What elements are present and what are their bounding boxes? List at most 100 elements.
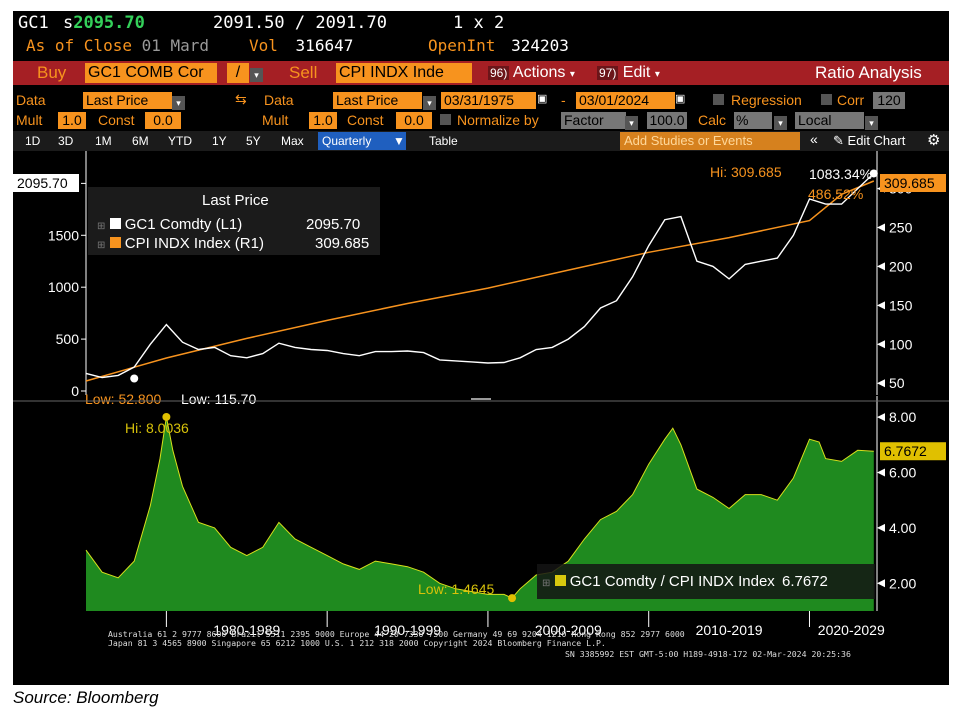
footer-line-3: SN 3385992 EST GMT-5:00 H189-4918-172 02… <box>565 649 851 659</box>
ratio-last-tag <box>880 442 946 461</box>
table-button[interactable]: Table <box>429 134 458 148</box>
const1-input[interactable]: 0.0 <box>145 112 181 129</box>
period-1m[interactable]: 1M <box>95 134 112 148</box>
period-1y[interactable]: 1Y <box>212 134 227 148</box>
vol-label: Vol <box>249 36 278 55</box>
x-tick-label: 1990-1999 <box>374 622 441 638</box>
period-6m[interactable]: 6M <box>132 134 149 148</box>
ratio-swatch <box>554 575 566 586</box>
local-select[interactable]: Local <box>795 112 864 129</box>
footer-line-2: Japan 81 3 4565 8900 Singapore 65 6212 1… <box>108 638 606 648</box>
data1-select[interactable]: Last Price <box>83 92 172 109</box>
corr-checkbox[interactable] <box>821 94 832 105</box>
right-tick-marker <box>877 379 885 388</box>
end-calendar-icon[interactable]: ▣ <box>675 93 686 105</box>
last-price: 2095.70 <box>73 13 145 33</box>
period-5y[interactable]: 5Y <box>246 134 261 148</box>
edit-chart-button[interactable]: ✎ Edit Chart <box>833 133 905 149</box>
legend-cpi-value: 309.685 <box>315 235 370 252</box>
edit-menu[interactable]: 97) Edit ▾ <box>597 64 660 82</box>
frequency-select[interactable] <box>318 132 406 150</box>
factor-input[interactable]: 100.0 <box>647 112 687 129</box>
right-tick-label: 150 <box>889 297 913 313</box>
footer-line-1: Australia 61 2 9777 8600 Brazil 5511 239… <box>108 629 685 639</box>
mult2-input[interactable]: 1.0 <box>309 112 337 129</box>
ratio-series-line <box>85 416 874 599</box>
regression-checkbox[interactable] <box>713 94 724 105</box>
collapse-icon[interactable]: « <box>810 131 818 147</box>
mult1-input[interactable]: 1.0 <box>58 112 86 129</box>
ratio-tick-marker <box>877 579 885 588</box>
right-tick-label: 50 <box>889 375 905 391</box>
calc-select[interactable]: % <box>734 112 772 129</box>
legend-ratio-name: GC1 Comdty / CPI INDX Index <box>569 573 775 590</box>
local-dropdown-icon[interactable]: ▾ <box>865 113 878 131</box>
right-tick-marker <box>877 262 885 271</box>
normalize-select[interactable]: Factor <box>561 112 626 129</box>
footer-contacts: Australia 61 2 9777 8600 Brazil 5511 239… <box>108 630 685 648</box>
normalize-checkbox[interactable] <box>440 114 451 125</box>
expand-icon[interactable]: ⊞ <box>97 221 106 232</box>
x-tick-label: 2020-2029 <box>818 622 885 638</box>
legend-item-cpi: ⊞ CPI INDX Index (R1) <box>97 235 264 252</box>
trade-size: 1 x 2 <box>453 13 505 33</box>
cpi-swatch <box>109 237 121 248</box>
legend-cpi-name: CPI INDX Index (R1) <box>124 235 264 252</box>
normalize-dropdown-icon[interactable]: ▾ <box>625 113 638 131</box>
period-3d[interactable]: 3D <box>58 134 74 148</box>
gold-series-line <box>85 172 875 379</box>
operator-dropdown-icon[interactable]: ▾ <box>250 65 263 83</box>
asof-date: 01 Mard <box>141 36 210 55</box>
right-tick-label: 200 <box>889 258 913 274</box>
actions-menu[interactable]: 96) Actions ▾ <box>488 64 575 82</box>
date-separator: - <box>561 92 566 108</box>
legend-item-ratio: ⊞ GC1 Comdty / CPI INDX Index 6.7672 <box>542 573 828 590</box>
studies-input[interactable] <box>620 132 800 150</box>
security2-input[interactable]: CPI INDX Inde <box>336 63 472 83</box>
period-max[interactable]: Max <box>281 134 304 148</box>
asof-label: As of Close <box>26 36 132 55</box>
legend-item-gold: ⊞ GC1 Comdty (L1) <box>97 216 242 233</box>
ratio-area-fill <box>86 417 874 611</box>
corr-input[interactable]: 120 <box>873 92 905 109</box>
mult1-label: Mult <box>16 112 43 128</box>
end-date-input[interactable]: 03/01/2024 <box>576 92 675 109</box>
right-tick-marker <box>877 223 885 232</box>
corr-label: Corr <box>837 92 865 108</box>
calc-dropdown-icon[interactable]: ▾ <box>774 113 787 131</box>
const2-label: Const <box>347 112 384 128</box>
ratio-operator[interactable]: / <box>227 63 249 83</box>
expand-icon[interactable]: ⊞ <box>97 240 106 251</box>
left-tick-label: 1000 <box>48 279 79 295</box>
data2-select[interactable]: Last Price <box>333 92 422 109</box>
edit-caret-icon: ▾ <box>654 69 660 80</box>
actions-caret-icon: ▾ <box>569 69 575 80</box>
header-row: GC1 s2095.70 <box>18 13 145 33</box>
data1-label: Data <box>16 92 46 108</box>
sell-button[interactable]: Sell <box>289 63 318 82</box>
ratio-tick-label: 4.00 <box>889 520 916 536</box>
expand-icon[interactable]: ⊞ <box>542 578 551 589</box>
swap-icon[interactable]: ⇆ <box>235 91 247 107</box>
buy-button[interactable]: Buy <box>37 63 67 82</box>
gear-icon[interactable]: ⚙ <box>927 132 941 149</box>
openint-value: 324203 <box>511 36 569 55</box>
ratio-legend: ⊞ GC1 Comdty / CPI INDX Index 6.7672 <box>537 564 875 599</box>
normalize-label: Normalize by <box>457 112 539 128</box>
start-date-input[interactable]: 03/31/1975 <box>441 92 536 109</box>
right-tick-marker <box>877 340 885 349</box>
period-ytd[interactable]: YTD <box>168 134 192 148</box>
ratio-high-label: Hi: 8.0036 <box>125 420 189 436</box>
const2-input[interactable]: 0.0 <box>396 112 432 129</box>
data1-dropdown-icon[interactable]: ▾ <box>172 93 185 111</box>
cpi-last-tag <box>880 174 946 192</box>
x-tick-label: 2010-2019 <box>696 622 763 638</box>
vol-value: 316647 <box>295 36 354 55</box>
data2-dropdown-icon[interactable]: ▾ <box>423 93 436 111</box>
price-legend: Last Price ⊞ GC1 Comdty (L1) 2095.70 ⊞ C… <box>88 187 380 255</box>
start-calendar-icon[interactable]: ▣ <box>537 93 548 105</box>
const1-label: Const <box>98 112 135 128</box>
actions-number: 96) <box>488 66 510 80</box>
period-1d[interactable]: 1D <box>25 134 41 148</box>
security1-input[interactable]: GC1 COMB Cor <box>85 63 217 83</box>
